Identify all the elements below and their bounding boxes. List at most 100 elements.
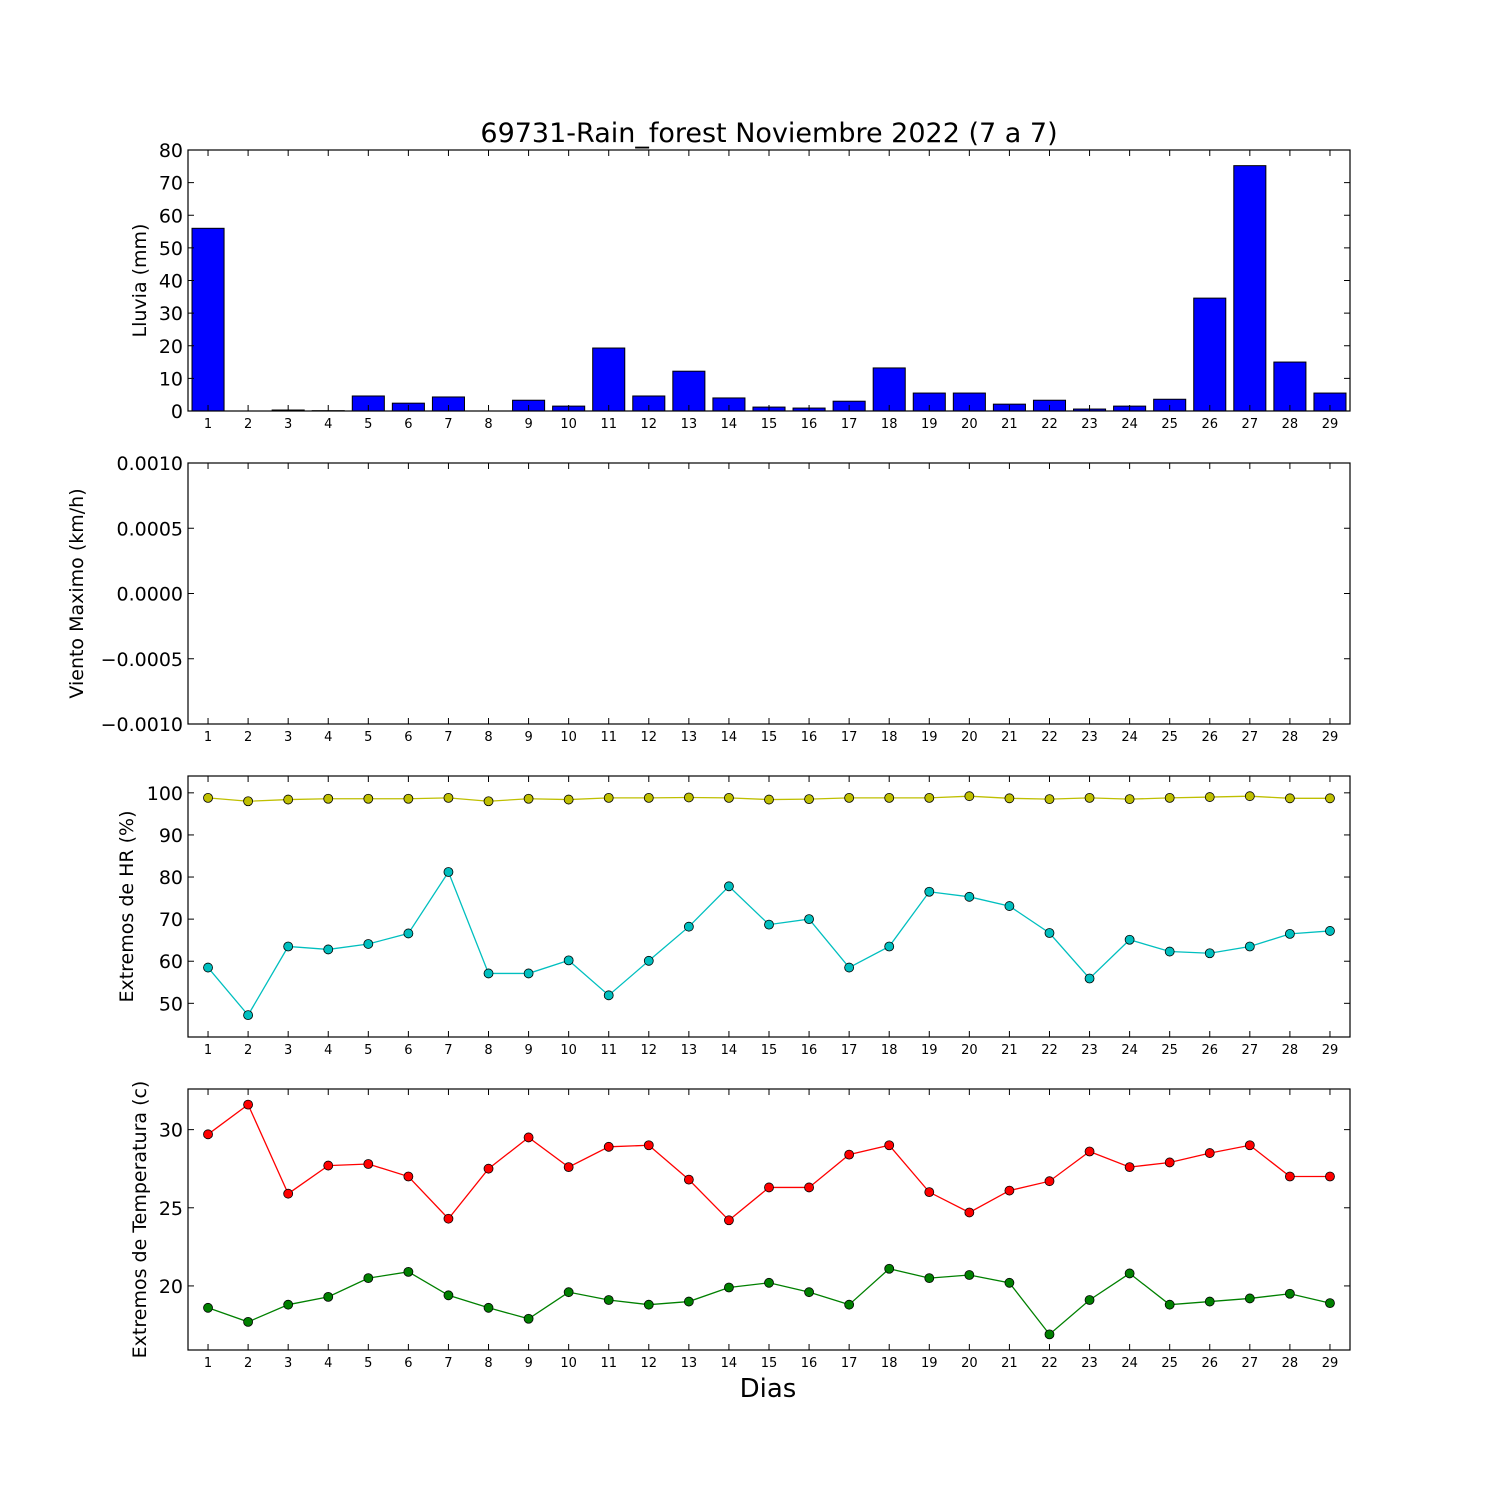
- temperature-point: [643, 1299, 654, 1310]
- wind-x-tick-label: 14: [721, 730, 738, 745]
- wind-x-tick-label: 20: [961, 730, 978, 745]
- rain-x-tick-label: 2: [244, 417, 252, 432]
- temperature-point: [1285, 1171, 1295, 1182]
- humidity-x-tick-label: 9: [524, 1043, 532, 1058]
- temperature-x-tick-label: 26: [1201, 1356, 1218, 1371]
- temperature-point: [1044, 1329, 1055, 1340]
- temperature-point: [683, 1296, 694, 1307]
- humidity-x-tick-label: 19: [921, 1043, 938, 1058]
- wind-x-tick-label: 18: [881, 730, 898, 745]
- rain-x-tick-label: 13: [681, 417, 698, 432]
- temperature-x-tick-label: 25: [1161, 1356, 1178, 1371]
- rain-x-tick-label: 15: [761, 417, 778, 432]
- rain-y-tick-label: 10: [159, 368, 183, 390]
- temperature-point: [884, 1263, 895, 1274]
- rain-y-tick-label: 70: [159, 173, 183, 195]
- humidity-x-tick-label: 11: [600, 1043, 617, 1058]
- temperature-x-tick-label: 1: [204, 1356, 212, 1371]
- wind-x-tick-label: 10: [560, 730, 577, 745]
- humidity-x-tick-label: 25: [1161, 1043, 1178, 1058]
- rain-bar: [872, 367, 906, 412]
- humidity-point: [563, 955, 574, 966]
- humidity-point: [403, 928, 414, 939]
- temperature-point: [403, 1171, 414, 1182]
- temperature-point: [243, 1316, 254, 1327]
- rain-bar: [191, 227, 225, 412]
- humidity-point: [283, 794, 294, 805]
- temperature-point: [844, 1299, 855, 1310]
- rain-x-tick-label: 27: [1242, 417, 1259, 432]
- rain-x-tick-label: 23: [1081, 417, 1098, 432]
- humidity-y-tick-label: 60: [159, 951, 183, 973]
- temperature-x-tick-label: 3: [284, 1356, 292, 1371]
- wind-x-tick-label: 13: [681, 730, 698, 745]
- humidity-point: [884, 792, 895, 803]
- humidity-point: [683, 921, 694, 932]
- humidity-x-tick-label: 26: [1201, 1043, 1218, 1058]
- humidity-x-tick-label: 14: [721, 1043, 738, 1058]
- wind-x-tick-label: 15: [761, 730, 778, 745]
- wind-x-tick-label: 16: [801, 730, 818, 745]
- temperature-point: [1084, 1146, 1095, 1157]
- temperature-point: [523, 1313, 534, 1324]
- wind-x-tick-label: 22: [1041, 730, 1058, 745]
- wind-y-tick-label: 0.0010: [117, 453, 183, 475]
- rain-x-tick-label: 26: [1201, 417, 1218, 432]
- humidity-x-tick-label: 24: [1121, 1043, 1138, 1058]
- rain-y-tick-label: 60: [159, 205, 183, 227]
- humidity-point: [643, 955, 654, 966]
- humidity-point: [1004, 793, 1015, 804]
- humidity-point: [483, 968, 494, 979]
- temperature-point: [523, 1132, 534, 1143]
- humidity-point: [804, 794, 814, 805]
- temperature-x-tick-label: 10: [560, 1356, 577, 1371]
- temperature-point: [1204, 1296, 1215, 1307]
- humidity-point: [844, 962, 855, 973]
- humidity-y-tick-label: 80: [159, 867, 183, 889]
- wind-x-tick-label: 11: [600, 730, 617, 745]
- temperature-point: [804, 1182, 814, 1193]
- humidity-x-tick-label: 2: [244, 1043, 252, 1058]
- temperature-point: [924, 1273, 935, 1284]
- temperature-x-tick-label: 23: [1081, 1356, 1098, 1371]
- wind-x-tick-label: 28: [1282, 730, 1299, 745]
- humidity-point: [283, 941, 294, 952]
- humidity-point: [724, 792, 734, 803]
- humidity-point: [443, 867, 454, 877]
- humidity-point: [724, 881, 734, 892]
- humidity-point: [323, 944, 334, 955]
- humidity-point: [804, 914, 814, 925]
- humidity-point: [764, 794, 774, 805]
- temperature-point: [203, 1302, 213, 1313]
- humidity-point: [523, 968, 534, 979]
- temperature-point: [884, 1140, 895, 1151]
- humidity-point: [924, 886, 935, 897]
- temperature-point: [683, 1174, 694, 1185]
- humidity-point: [924, 792, 935, 803]
- chart-title: 69731-Rain_forest Noviembre 2022 (7 a 7): [480, 118, 1057, 149]
- rain-x-tick-label: 28: [1282, 417, 1299, 432]
- humidity-y-tick-label: 100: [147, 783, 183, 805]
- humidity-x-tick-label: 29: [1322, 1043, 1339, 1058]
- rain-x-tick-label: 21: [1001, 417, 1018, 432]
- temperature-x-tick-label: 28: [1282, 1356, 1299, 1371]
- temperature-point: [363, 1159, 374, 1169]
- humidity-point: [1164, 946, 1175, 957]
- temperature-point: [1044, 1176, 1055, 1187]
- rain-x-tick-label: 19: [921, 417, 938, 432]
- temperature-point: [1204, 1148, 1215, 1158]
- humidity-point: [1044, 928, 1055, 938]
- humidity-point: [1004, 901, 1015, 911]
- humidity-point: [643, 792, 654, 803]
- rain-x-tick-label: 12: [641, 417, 658, 432]
- temperature-point: [924, 1187, 935, 1198]
- humidity-point: [323, 793, 334, 804]
- humidity-point: [403, 793, 414, 804]
- rain-y-tick-label: 80: [159, 140, 183, 162]
- temperature-point: [1325, 1171, 1335, 1182]
- temperature-point: [844, 1149, 855, 1160]
- rain-x-tick-label: 4: [324, 417, 332, 432]
- rain-x-tick-label: 24: [1121, 417, 1138, 432]
- humidity-point: [203, 792, 213, 803]
- temperature-x-tick-label: 22: [1041, 1356, 1058, 1371]
